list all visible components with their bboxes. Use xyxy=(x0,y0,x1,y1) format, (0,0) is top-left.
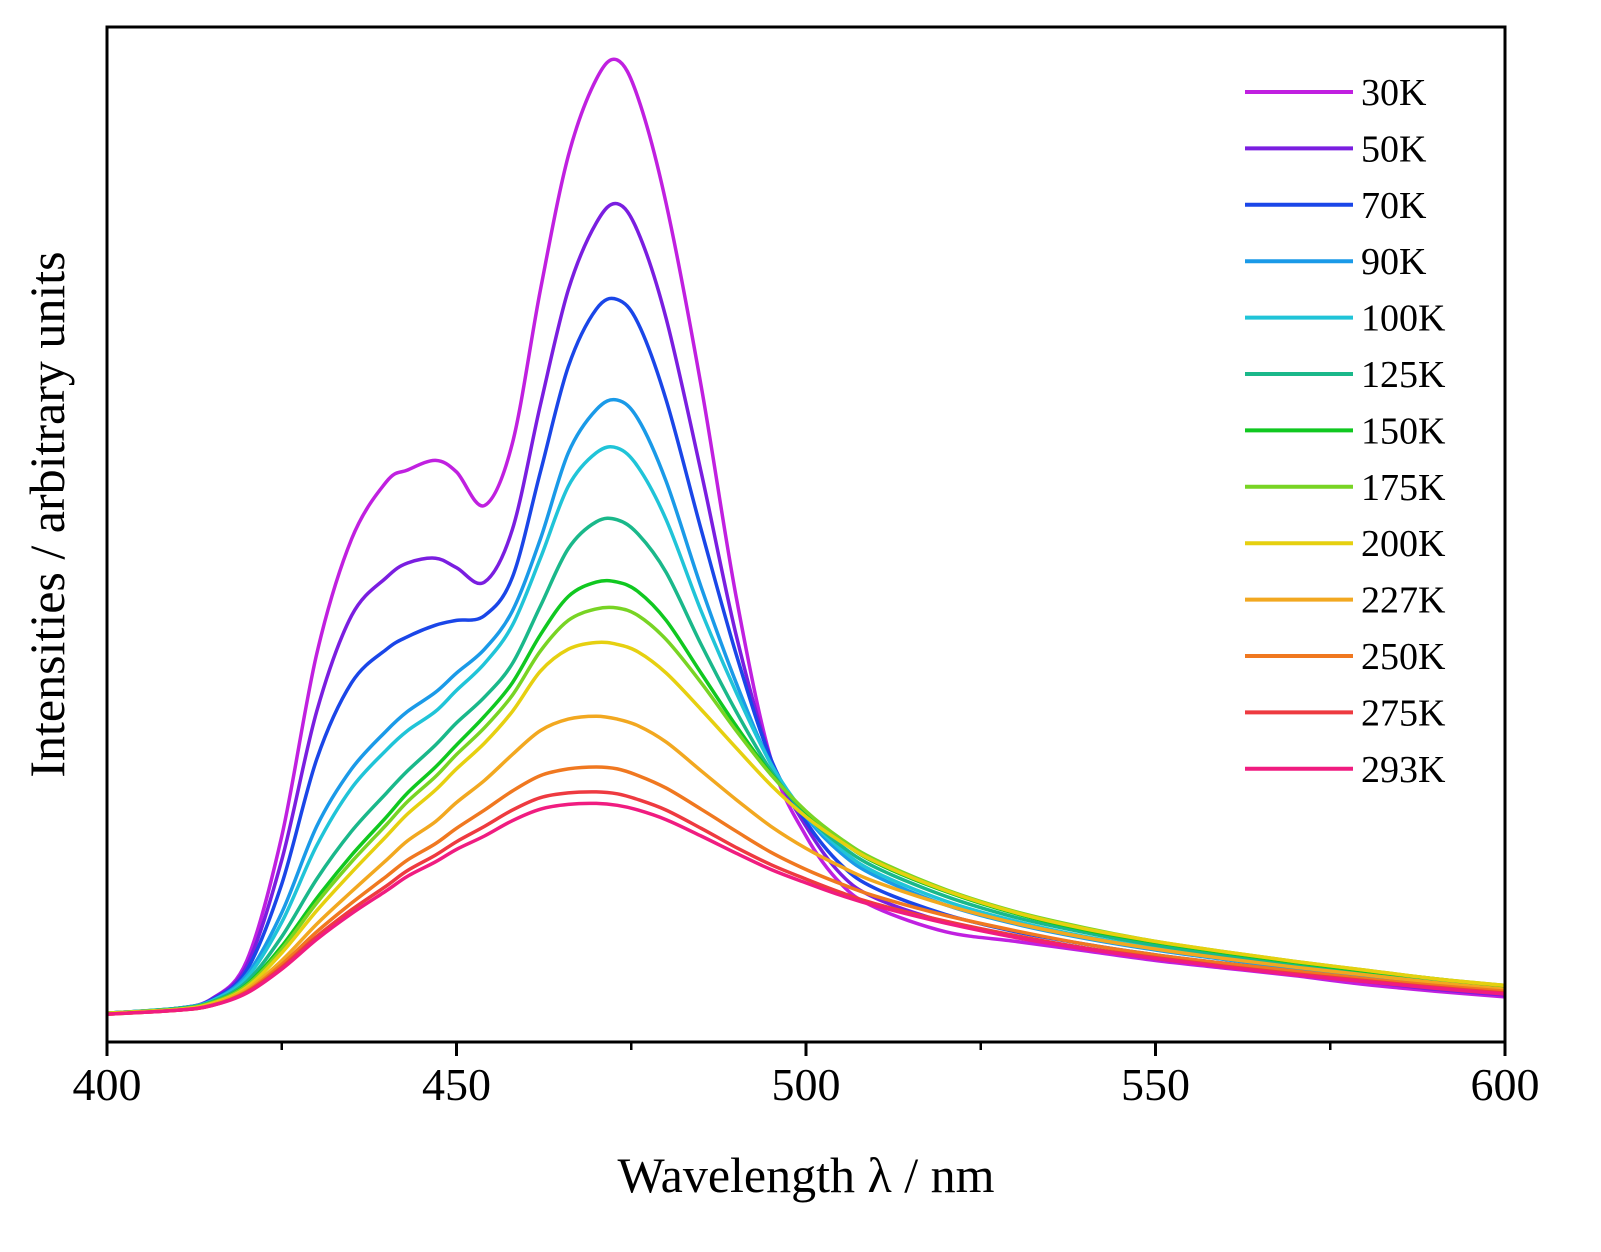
legend-item: 125K xyxy=(1245,354,1446,396)
legend-label: 275K xyxy=(1361,692,1446,734)
legend-label: 293K xyxy=(1361,749,1446,791)
x-axis-title: Wavelength λ / nm xyxy=(617,1147,994,1203)
legend-item: 227K xyxy=(1245,580,1446,622)
plot-frame xyxy=(105,25,1507,1044)
legend-label: 50K xyxy=(1361,128,1427,170)
legend-label: 175K xyxy=(1361,467,1446,509)
series-line-30K xyxy=(106,57,1506,1015)
legend-item: 250K xyxy=(1245,636,1446,678)
x-tick-label: 600 xyxy=(1471,1059,1540,1110)
legend-label: 125K xyxy=(1361,354,1446,396)
legend-item: 50K xyxy=(1245,128,1427,170)
legend-label: 30K xyxy=(1361,72,1427,114)
legend-label: 250K xyxy=(1361,636,1446,678)
series-line-227K xyxy=(106,714,1506,1016)
series-line-50K xyxy=(106,201,1506,1015)
y-axis-title: Intensities / arbitrary units xyxy=(19,251,75,777)
series-line-100K xyxy=(106,445,1506,1015)
x-tick-label: 550 xyxy=(1121,1059,1190,1110)
legend-label: 70K xyxy=(1361,185,1427,227)
series-line-175K xyxy=(106,605,1506,1015)
legend-label: 200K xyxy=(1361,523,1446,565)
legend-item: 150K xyxy=(1245,410,1446,452)
legend-item: 30K xyxy=(1245,72,1427,114)
legend-item: 175K xyxy=(1245,467,1446,509)
legend-item: 275K xyxy=(1245,692,1446,734)
series-line-200K xyxy=(106,640,1506,1015)
series-line-293K xyxy=(106,801,1506,1016)
legend-label: 90K xyxy=(1361,241,1427,283)
series-line-150K xyxy=(106,578,1506,1015)
legend-label: 227K xyxy=(1361,580,1446,622)
x-tick-label: 500 xyxy=(772,1059,841,1110)
legend-label: 150K xyxy=(1361,410,1446,452)
legend-item: 90K xyxy=(1245,241,1427,283)
legend: 30K 50K 70K 90K 100K 125K 150K 175K 200K 227K 250K… xyxy=(1245,72,1446,791)
x-tick-label: 400 xyxy=(73,1059,142,1110)
series-layer xyxy=(106,57,1506,1016)
legend-item: 70K xyxy=(1245,185,1427,227)
legend-item: 200K xyxy=(1245,523,1446,565)
series-line-250K xyxy=(106,765,1506,1016)
x-axis-ticks xyxy=(105,1042,1507,1056)
x-axis-tick-labels: 400 450 500 550 600 xyxy=(73,1059,1540,1110)
legend-label: 100K xyxy=(1361,298,1446,340)
legend-item: 100K xyxy=(1245,298,1446,340)
x-tick-label: 450 xyxy=(422,1059,491,1110)
legend-item: 293K xyxy=(1245,749,1446,791)
series-line-125K xyxy=(106,516,1506,1015)
